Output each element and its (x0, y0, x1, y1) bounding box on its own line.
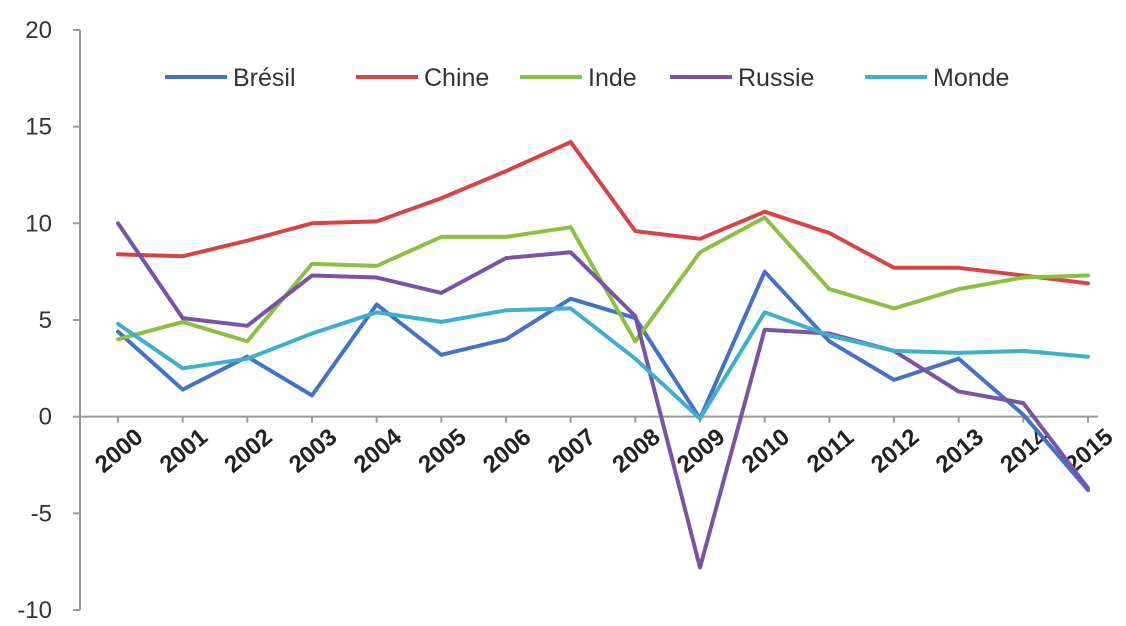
legend: Brésil Chine Inde Russie Monde (165, 64, 1009, 92)
legend-label: Inde (588, 64, 637, 92)
legend-label: Brésil (233, 64, 296, 92)
x-tick-label: 2001 (155, 423, 213, 478)
y-tick-label: 0 (39, 404, 52, 431)
y-tick-label: 20 (25, 17, 52, 44)
y-tick-label: -10 (17, 597, 52, 624)
x-tick-label: 2013 (931, 423, 989, 478)
legend-label: Russie (738, 64, 814, 92)
y-tick-label: 5 (39, 307, 52, 334)
legend-label: Monde (933, 64, 1009, 92)
x-tick-label: 2007 (543, 423, 601, 478)
x-tick-label: 2004 (349, 423, 408, 478)
legend-label: Chine (424, 64, 489, 92)
y-tick-label: 10 (25, 210, 52, 237)
x-tick-label: 2012 (866, 423, 924, 478)
series-line-monde (116, 306, 1090, 421)
x-tick-label: 2009 (672, 423, 730, 478)
x-tick-label: 2002 (219, 423, 277, 478)
x-tick-label: 2003 (284, 423, 342, 478)
series-line-chine (116, 140, 1090, 286)
y-tick-label: -5 (31, 500, 52, 527)
y-tick-label: 15 (25, 114, 52, 141)
x-tick-label: 2011 (802, 424, 859, 478)
x-tick-label: 2000 (90, 423, 148, 478)
x-tick-label: 2005 (413, 423, 471, 478)
x-tick-label: 2008 (607, 423, 665, 478)
series-layer (116, 140, 1090, 570)
x-tick-label: 2010 (737, 423, 795, 478)
series-line-russie (116, 221, 1090, 570)
x-tick-label: 2006 (478, 423, 536, 478)
